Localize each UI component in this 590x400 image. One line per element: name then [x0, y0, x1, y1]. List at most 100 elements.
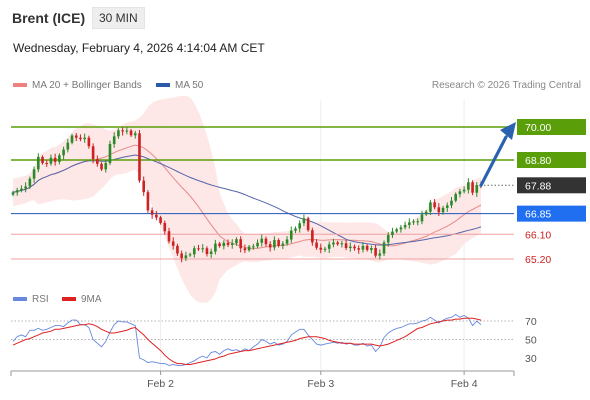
- candle-body: [256, 242, 259, 247]
- candle-body: [441, 207, 445, 213]
- candle-body: [412, 221, 415, 223]
- candle-body: [344, 243, 348, 248]
- candle-body: [467, 182, 470, 190]
- interval-selector[interactable]: 30 MIN: [92, 7, 145, 29]
- legend-ma50-label: MA 50: [175, 80, 204, 91]
- candle-body: [420, 214, 424, 222]
- x-tick-label-1: Feb 3: [307, 378, 334, 390]
- candle-body: [20, 188, 23, 191]
- candle-body: [462, 189, 466, 192]
- candle-body: [209, 251, 213, 255]
- candle-body: [416, 221, 420, 223]
- candle-body: [188, 254, 192, 256]
- candle-body: [378, 253, 382, 256]
- candle-body: [408, 222, 411, 225]
- candle-body: [247, 246, 251, 251]
- candle-body: [62, 149, 65, 156]
- candle-body: [150, 210, 154, 215]
- candle-body: [83, 137, 86, 140]
- candle-body: [386, 235, 390, 243]
- candle-body: [142, 180, 146, 193]
- candle-body: [252, 246, 255, 248]
- candle-body: [192, 248, 196, 255]
- candle-body: [336, 242, 339, 245]
- level-label-68.80: 68.80: [525, 155, 551, 167]
- candle-body: [58, 155, 61, 162]
- candle-body: [235, 239, 238, 244]
- candle-body: [433, 202, 436, 208]
- candle-body: [129, 130, 133, 136]
- candle-body: [66, 142, 70, 150]
- candle-body: [243, 248, 247, 251]
- candle-body: [74, 135, 78, 138]
- candle-body: [167, 231, 171, 242]
- candle-body: [340, 243, 344, 245]
- candle-body: [45, 163, 49, 165]
- level-tag-67.88: [517, 177, 586, 194]
- candle-body: [36, 156, 40, 170]
- candle-body: [458, 191, 462, 195]
- rsi-9ma-line: [12, 317, 482, 365]
- candle-body: [306, 218, 310, 231]
- candle-body: [374, 248, 377, 256]
- candle-body: [294, 228, 297, 231]
- legend-ma20-label: MA 20 + Bollinger Bands: [32, 80, 142, 91]
- candle-body: [445, 205, 449, 208]
- candle-body: [197, 248, 200, 250]
- candle-body: [353, 246, 356, 249]
- candle-body: [403, 224, 407, 228]
- candle-body: [424, 211, 428, 215]
- candle-body: [24, 186, 27, 189]
- candle-body: [395, 229, 398, 232]
- legend-ma50: MA 50: [156, 80, 203, 91]
- candle-body: [361, 245, 365, 250]
- legend-rsi: RSI: [13, 294, 49, 305]
- candle-body: [104, 163, 108, 170]
- candle-body: [100, 163, 103, 170]
- candle-body: [70, 135, 74, 143]
- x-tick-label-2: Feb 4: [451, 378, 478, 390]
- bollinger-band: [13, 95, 481, 303]
- candle-body: [285, 239, 289, 244]
- candle-body: [399, 227, 403, 230]
- candle-body: [214, 243, 217, 252]
- candle-body: [146, 192, 150, 211]
- candle-body: [15, 190, 19, 193]
- x-tick-label-0: Feb 2: [147, 378, 174, 390]
- candle-body: [311, 230, 314, 243]
- candle-body: [32, 169, 36, 179]
- candle-body: [41, 156, 44, 164]
- candle-body: [260, 238, 264, 243]
- candle-body: [163, 222, 167, 232]
- level-tag-68.80: [517, 152, 586, 168]
- level-label-70.00: 70.00: [525, 122, 551, 134]
- candle-body: [277, 240, 280, 246]
- candle-body: [121, 130, 124, 132]
- candle-body: [112, 136, 116, 145]
- candle-body: [138, 133, 141, 181]
- level-tag-70.00: [517, 119, 586, 135]
- candle-body: [171, 241, 175, 246]
- candle-body: [28, 178, 32, 187]
- level-tag-66.85: [517, 205, 586, 222]
- forecast-arrow-head: [500, 122, 516, 140]
- rsi-line: [12, 313, 482, 366]
- candle-body: [289, 230, 293, 240]
- level-label-66.10: 66.10: [525, 229, 551, 241]
- candle-body: [239, 239, 242, 249]
- candle-body: [159, 217, 162, 223]
- legend-rsi-label: RSI: [32, 294, 49, 305]
- candle-body: [454, 194, 458, 201]
- candle-body: [391, 231, 394, 236]
- candle-body: [382, 242, 386, 254]
- rsi-tick-30: 30: [525, 353, 537, 365]
- candle-body: [437, 207, 441, 213]
- rsi-tick-50: 50: [525, 335, 537, 347]
- candle-body: [298, 223, 302, 229]
- candle-body: [96, 159, 99, 164]
- candle-body: [184, 255, 188, 259]
- candle-body: [273, 240, 276, 248]
- candle-body: [332, 242, 335, 245]
- candle-body: [176, 245, 179, 254]
